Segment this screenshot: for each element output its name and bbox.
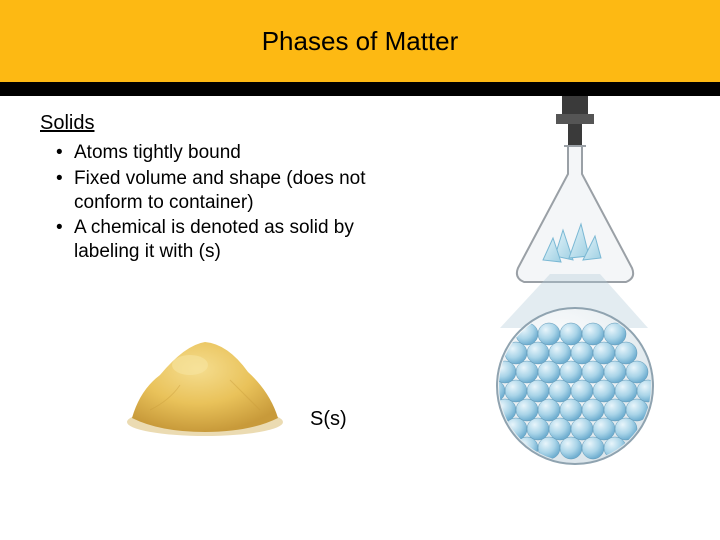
bullet-item: A chemical is denoted as solid by labeli… [56,216,420,264]
page-title: Phases of Matter [262,26,459,57]
bullet-item: Fixed volume and shape (does not conform… [56,167,420,215]
header-strip [0,82,720,96]
sulfur-powder-illustration [120,330,290,440]
text-content: Solids Atoms tightly bound Fixed volume … [40,112,420,266]
title-band: Phases of Matter [0,0,720,82]
flask-atoms-illustration [460,96,690,466]
subtitle: Solids [40,112,420,135]
bullet-item: Atoms tightly bound [56,141,420,165]
bullet-list: Atoms tightly bound Fixed volume and sha… [40,141,420,264]
flask-icon [517,146,633,282]
chemical-notation: S(s) [310,408,347,431]
